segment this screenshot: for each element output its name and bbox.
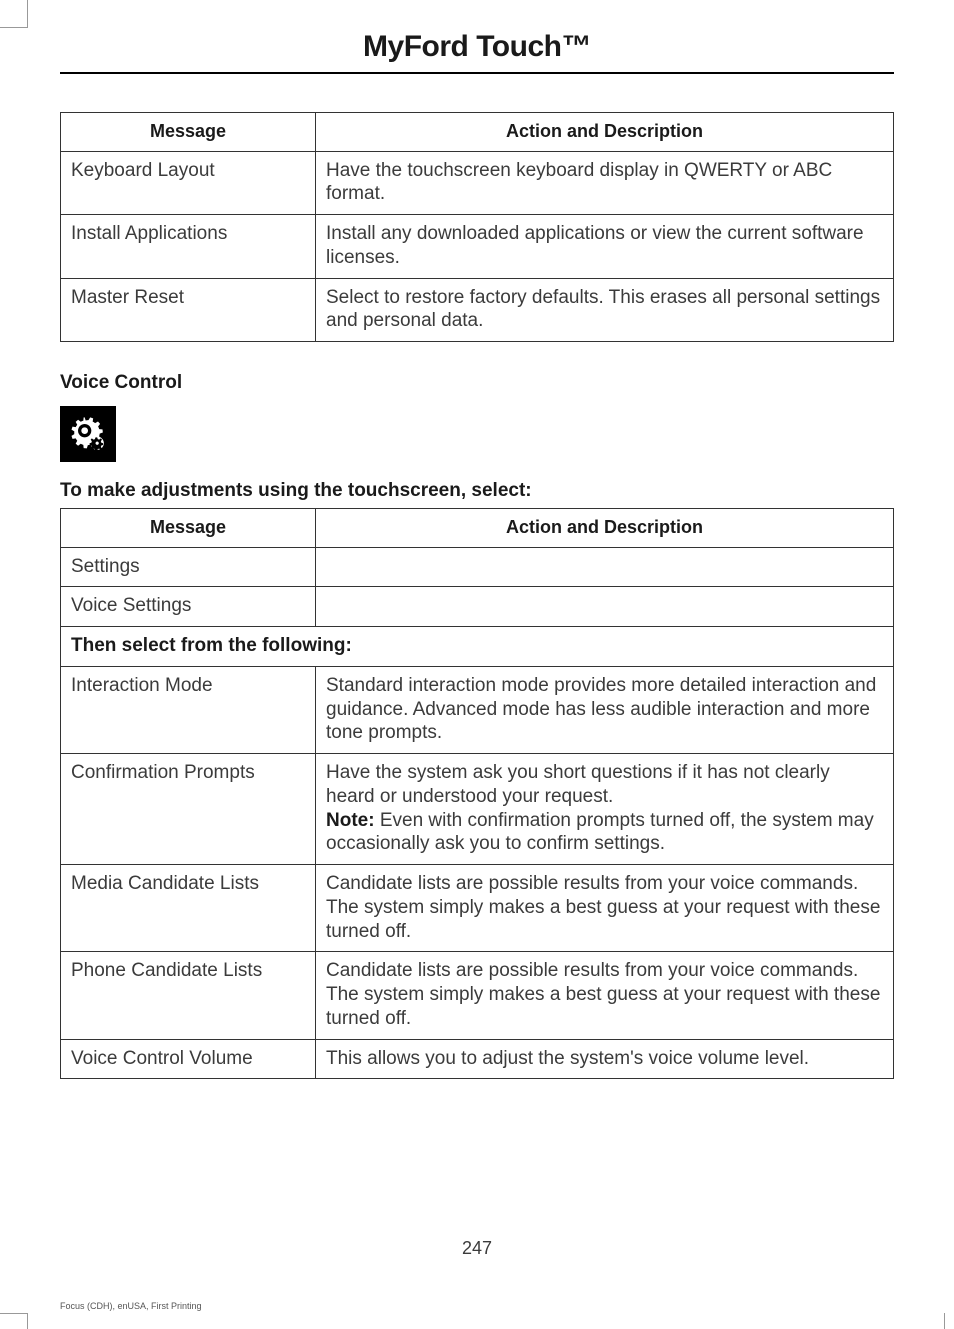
col-header-message: Message bbox=[61, 509, 316, 548]
table-row: Master Reset Select to restore factory d… bbox=[61, 278, 894, 342]
settings-gear-icon bbox=[60, 406, 116, 462]
table-row: Phone Candidate Lists Candidate lists ar… bbox=[61, 952, 894, 1039]
cell-message: Voice Settings bbox=[61, 587, 316, 627]
cell-message: Media Candidate Lists bbox=[61, 865, 316, 952]
cell-message: Confirmation Prompts bbox=[61, 754, 316, 865]
crop-mark-bottom-right bbox=[944, 1313, 954, 1329]
cell-action: Standard interaction mode provides more … bbox=[316, 666, 894, 753]
table-header-row: Message Action and Description bbox=[61, 509, 894, 548]
cell-action: Have the touchscreen keyboard display in… bbox=[316, 151, 894, 215]
span-label: Then select from the following: bbox=[61, 627, 894, 667]
cell-action-pre: Have the system ask you short questions … bbox=[326, 762, 830, 807]
cell-message: Keyboard Layout bbox=[61, 151, 316, 215]
table-row: Install Applications Install any downloa… bbox=[61, 215, 894, 279]
page-title: MyFord Touch™ bbox=[60, 30, 894, 74]
cell-action: Select to restore factory defaults. This… bbox=[316, 278, 894, 342]
cell-action: Install any downloaded applications or v… bbox=[316, 215, 894, 279]
note-text: Even with confirmation prompts turned of… bbox=[326, 810, 874, 855]
table-span-row: Then select from the following: bbox=[61, 627, 894, 667]
table-row: Settings bbox=[61, 547, 894, 587]
crop-mark-top-left bbox=[0, 0, 28, 28]
table-row: Keyboard Layout Have the touchscreen key… bbox=[61, 151, 894, 215]
table-row: Voice Settings bbox=[61, 587, 894, 627]
cell-action bbox=[316, 587, 894, 627]
cell-action bbox=[316, 547, 894, 587]
cell-message: Voice Control Volume bbox=[61, 1039, 316, 1079]
cell-message: Settings bbox=[61, 547, 316, 587]
cell-action: Candidate lists are possible results fro… bbox=[316, 865, 894, 952]
table-row: Confirmation Prompts Have the system ask… bbox=[61, 754, 894, 865]
cell-action: This allows you to adjust the system's v… bbox=[316, 1039, 894, 1079]
settings-table-1: Message Action and Description Keyboard … bbox=[60, 112, 894, 342]
settings-table-2: Message Action and Description Settings … bbox=[60, 508, 894, 1079]
cell-message: Master Reset bbox=[61, 278, 316, 342]
cell-message: Phone Candidate Lists bbox=[61, 952, 316, 1039]
voice-control-heading: Voice Control bbox=[60, 372, 894, 394]
cell-message: Interaction Mode bbox=[61, 666, 316, 753]
col-header-message: Message bbox=[61, 113, 316, 152]
table-row: Media Candidate Lists Candidate lists ar… bbox=[61, 865, 894, 952]
table-header-row: Message Action and Description bbox=[61, 113, 894, 152]
cell-action: Candidate lists are possible results fro… bbox=[316, 952, 894, 1039]
page-number: 247 bbox=[0, 1238, 954, 1259]
table-row: Voice Control Volume This allows you to … bbox=[61, 1039, 894, 1079]
table-row: Interaction Mode Standard interaction mo… bbox=[61, 666, 894, 753]
touchscreen-subheading: To make adjustments using the touchscree… bbox=[60, 480, 894, 502]
footer-note: Focus (CDH), enUSA, First Printing bbox=[60, 1301, 202, 1311]
col-header-action: Action and Description bbox=[316, 509, 894, 548]
col-header-action: Action and Description bbox=[316, 113, 894, 152]
crop-mark-bottom-left bbox=[0, 1313, 28, 1329]
note-label: Note: bbox=[326, 810, 375, 831]
cell-message: Install Applications bbox=[61, 215, 316, 279]
cell-action: Have the system ask you short questions … bbox=[316, 754, 894, 865]
